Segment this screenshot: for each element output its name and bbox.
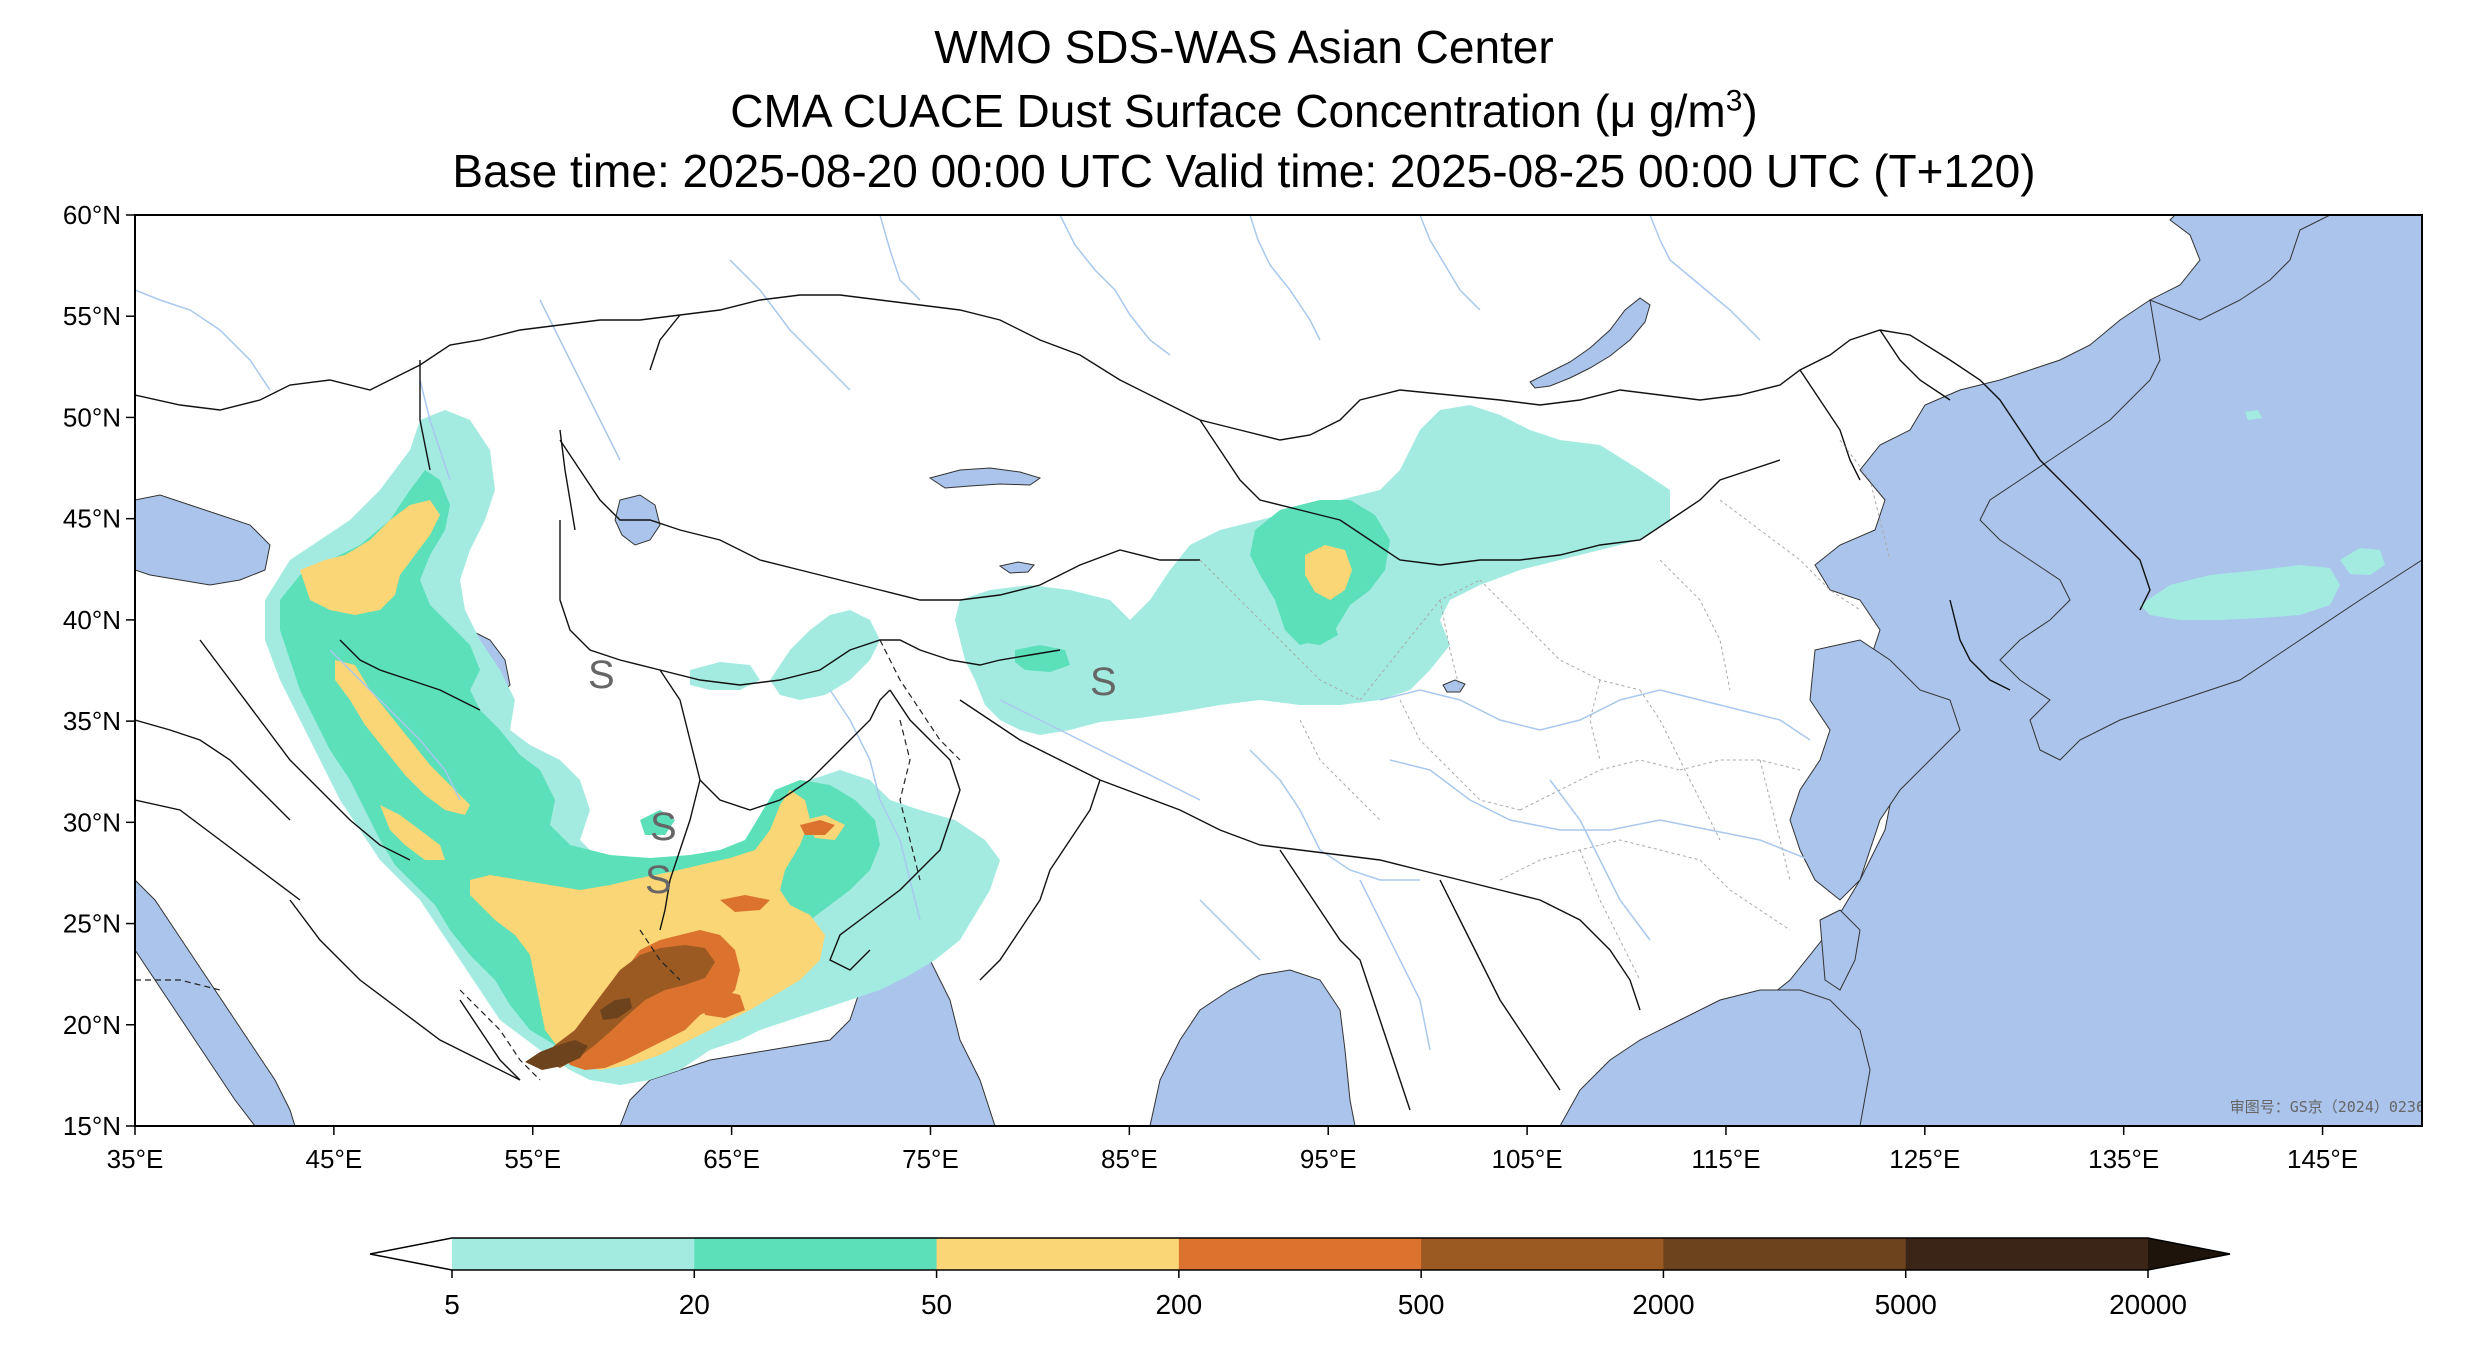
- lon-tick-label: 65°E: [703, 1144, 760, 1174]
- colorbar-label: 20000: [2109, 1289, 2187, 1320]
- lon-tick-label: 35°E: [107, 1144, 164, 1174]
- lon-tick-label: 105°E: [1492, 1144, 1563, 1174]
- colorbar-label: 500: [1398, 1289, 1445, 1320]
- dashed-boundaries: [135, 639, 961, 1081]
- province-boundaries: [1199, 439, 1891, 981]
- title-line-1: WMO SDS-WAS Asian Center: [934, 21, 1554, 73]
- title-line-2-end: ): [1742, 85, 1758, 137]
- colorbar-under-arrow: [370, 1238, 452, 1270]
- lon-tick-label: 95°E: [1300, 1144, 1357, 1174]
- lon-tick-label: 115°E: [1691, 1144, 1760, 1174]
- colorbar-segment: [1178, 1238, 1422, 1270]
- lon-tick-label: 135°E: [2088, 1144, 2159, 1174]
- storm-symbol-3: S: [650, 805, 677, 849]
- lat-tick-label: 50°N: [63, 402, 121, 432]
- colorbar-label: 5: [444, 1289, 460, 1320]
- colorbar-label: 50: [921, 1289, 952, 1320]
- issyk-kul: [998, 561, 1035, 574]
- title-line-2-superscript: 3: [1725, 84, 1743, 118]
- red-sea: [135, 879, 296, 1126]
- lat-tick-label: 60°N: [63, 200, 121, 230]
- dust-storm-symbols: S S S S: [588, 653, 1117, 902]
- lat-tick-label: 45°N: [63, 504, 121, 534]
- title-line-2-main: CMA CUACE Dust Surface Concentration (μ …: [730, 85, 1726, 137]
- taiwan-strait: [1819, 909, 1861, 991]
- lat-tick-label: 25°N: [63, 909, 121, 939]
- dust-field: [265, 405, 2385, 1085]
- map-area: S S S S 审图号：GS京（2024）0236号: [135, 215, 2440, 1126]
- lon-tick-label: 45°E: [306, 1144, 363, 1174]
- colorbar-segment: [452, 1238, 695, 1270]
- lat-tick-label: 35°N: [63, 706, 121, 736]
- bay-of-bengal: [1149, 969, 1356, 1126]
- colorbar-over-arrow: [2148, 1238, 2230, 1270]
- black-sea: [135, 494, 271, 586]
- colorbar-label: 20: [679, 1289, 710, 1320]
- sea-of-japan: [1979, 215, 2422, 761]
- lat-tick-label: 15°N: [63, 1111, 121, 1141]
- lat-tick-label: 55°N: [63, 301, 121, 331]
- lon-tick-label: 145°E: [2287, 1144, 2358, 1174]
- colorbar-label: 2000: [1632, 1289, 1694, 1320]
- lon-tick-label: 125°E: [1889, 1144, 1960, 1174]
- bohai-yellow-sea: [1789, 639, 1961, 901]
- storm-symbol-4: S: [645, 858, 672, 902]
- lake-baikal: [1529, 297, 1651, 389]
- south-china-sea: [1559, 989, 1871, 1126]
- dust-level-2000-5000: [525, 998, 632, 1070]
- colorbar-segment: [1663, 1238, 1907, 1270]
- colorbar-label: 200: [1155, 1289, 1202, 1320]
- title-line-2: CMA CUACE Dust Surface Concentration (μ …: [0, 84, 2488, 137]
- lat-tick-label: 20°N: [63, 1010, 121, 1040]
- lat-tick-label: 40°N: [63, 605, 121, 635]
- lat-tick-label: 30°N: [63, 807, 121, 837]
- map-approval-number: 审图号：GS京（2024）0236号: [2230, 1098, 2440, 1116]
- title-line-3: Base time: 2025-08-20 00:00 UTC Valid ti…: [452, 145, 2036, 197]
- longitude-axis: 35°E 45°E 55°E 65°E 75°E 85°E 95°E 105°E 115°E 12…: [107, 1126, 2358, 1174]
- storm-symbol-1: S: [588, 653, 615, 697]
- country-boundaries: [135, 294, 2151, 1111]
- rivers: [135, 215, 1811, 1051]
- lon-tick-label: 75°E: [902, 1144, 959, 1174]
- colorbar-segment: [936, 1238, 1180, 1270]
- colorbar-segment: [694, 1238, 938, 1270]
- colorbar: 5 20 50 200 500 2000 5000 20000: [369, 1237, 2231, 1320]
- lon-tick-label: 55°E: [504, 1144, 561, 1174]
- lon-tick-label: 85°E: [1101, 1144, 1158, 1174]
- colorbar-label: 5000: [1875, 1289, 1937, 1320]
- colorbar-segment: [1421, 1238, 1664, 1270]
- colorbar-segment: [1905, 1238, 2149, 1270]
- map-frame: [134, 214, 2423, 1127]
- lake-balkhash: [928, 467, 1042, 489]
- latitude-axis: 60°N 55°N 50°N 45°N 40°N 35°N 30°N 25°N 20°N 15°N: [63, 200, 135, 1141]
- storm-symbol-2: S: [1090, 660, 1117, 704]
